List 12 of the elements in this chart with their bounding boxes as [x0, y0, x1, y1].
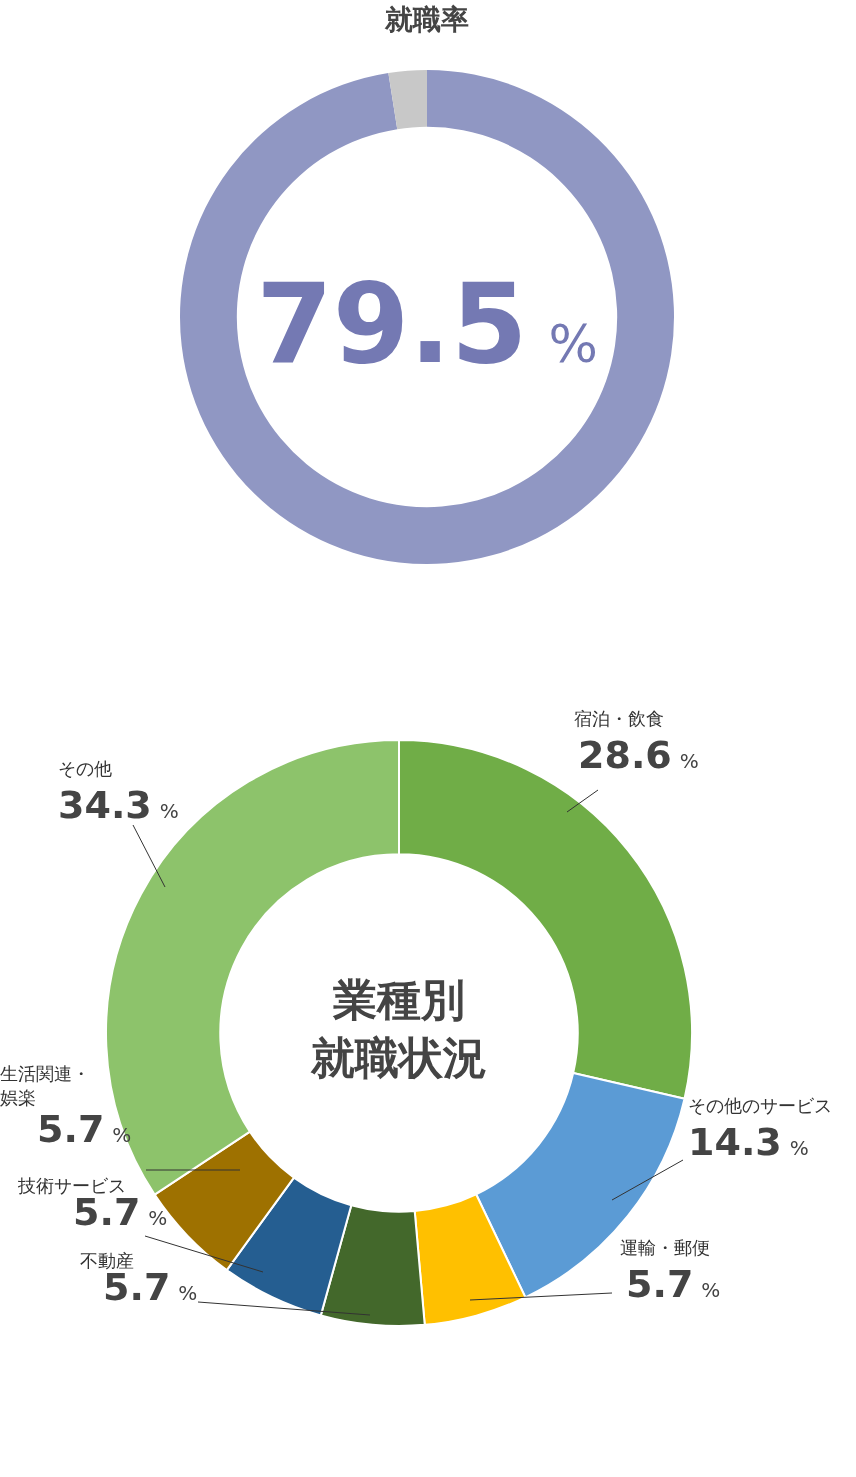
text: 79.5 %: [256, 260, 598, 388]
slice-label: その他のサービス: [688, 1095, 832, 1116]
text: 業種別就職状況: [310, 974, 487, 1084]
data-label: 14.3 %: [688, 1120, 809, 1164]
data-label: 5.7 %: [626, 1262, 721, 1306]
slice-label: 運輸・郵便: [620, 1237, 710, 1258]
slice-label: 生活関連・娯楽: [0, 1063, 90, 1108]
chart-title: 就職率: [384, 3, 469, 37]
data-label: 28.6 %: [578, 733, 699, 777]
slice-label: 宿泊・飲食: [574, 708, 664, 729]
data-label: 34.3 %: [58, 783, 179, 827]
slice-label: その他: [58, 758, 112, 779]
